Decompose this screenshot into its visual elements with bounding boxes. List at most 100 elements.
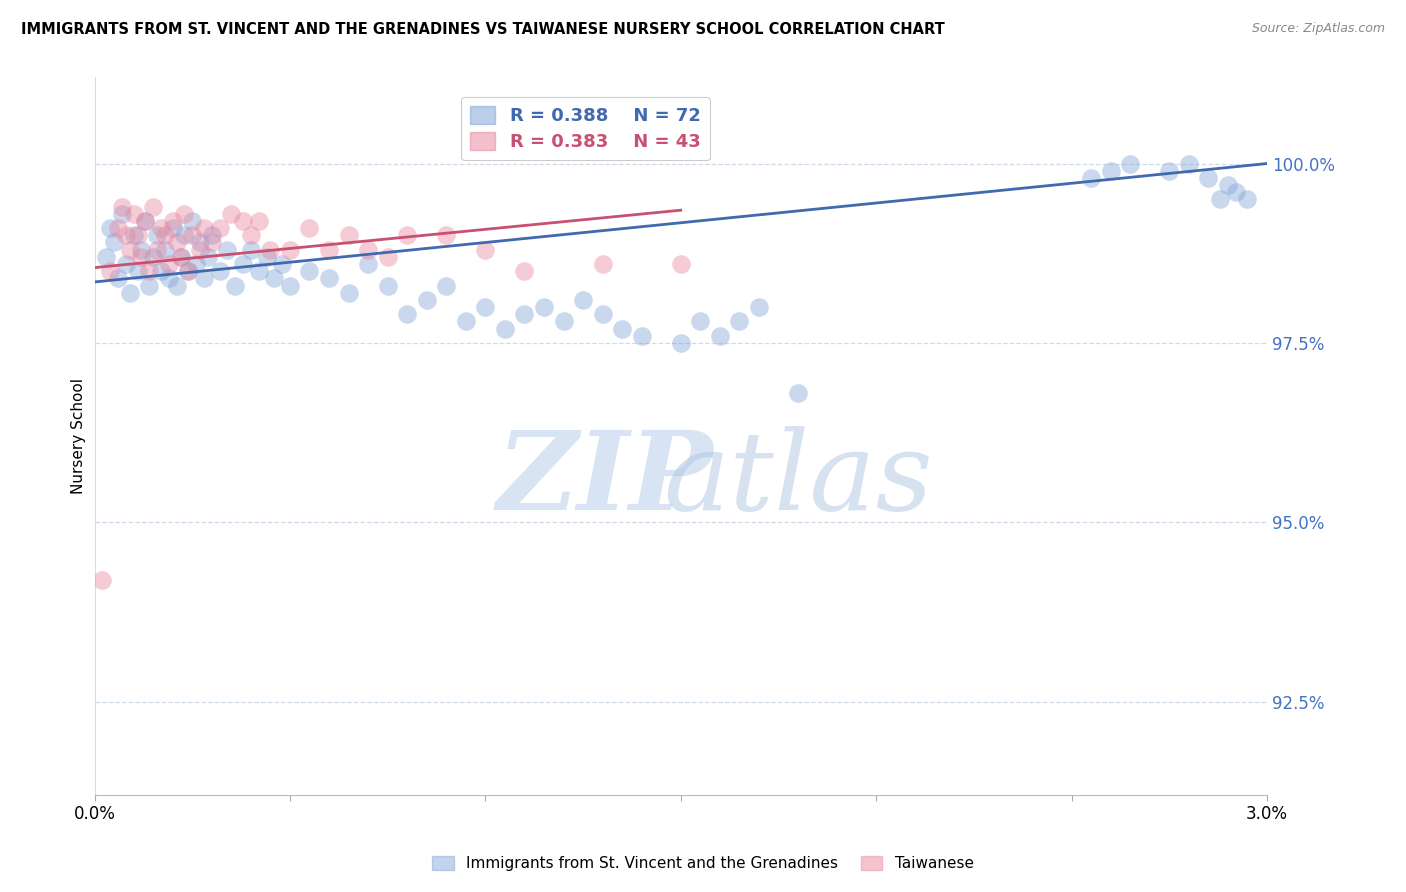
Point <box>166 278 188 293</box>
Point <box>188 235 211 250</box>
Point <box>553 314 575 328</box>
Point <box>669 257 692 271</box>
Point <box>150 264 173 278</box>
Point <box>169 250 191 264</box>
Point <box>533 300 555 314</box>
Point <box>118 285 141 300</box>
Point <box>748 300 770 314</box>
Point <box>396 228 419 243</box>
Point <box>153 228 176 243</box>
Point <box>166 235 188 250</box>
Point <box>474 300 496 314</box>
Point <box>513 307 536 321</box>
Point <box>298 221 321 235</box>
Point <box>131 250 153 264</box>
Point <box>177 264 200 278</box>
Text: Source: ZipAtlas.com: Source: ZipAtlas.com <box>1251 22 1385 36</box>
Text: atlas: atlas <box>664 425 932 533</box>
Point <box>197 250 219 264</box>
Point <box>396 307 419 321</box>
Point <box>201 235 224 250</box>
Point <box>98 264 121 278</box>
Point <box>201 228 224 243</box>
Point <box>122 228 145 243</box>
Point <box>357 243 380 257</box>
Point <box>111 207 134 221</box>
Point <box>513 264 536 278</box>
Point <box>169 250 191 264</box>
Point <box>709 328 731 343</box>
Point <box>114 257 136 271</box>
Point <box>150 221 173 235</box>
Point <box>96 250 118 264</box>
Point <box>111 200 134 214</box>
Point <box>103 235 125 250</box>
Point <box>669 335 692 350</box>
Point <box>173 228 195 243</box>
Y-axis label: Nursery School: Nursery School <box>72 378 86 494</box>
Point <box>689 314 711 328</box>
Point <box>337 228 360 243</box>
Point <box>377 278 399 293</box>
Point <box>107 221 129 235</box>
Point <box>494 321 516 335</box>
Point <box>1209 193 1232 207</box>
Point <box>434 228 457 243</box>
Point <box>318 243 340 257</box>
Point <box>146 228 169 243</box>
Point <box>217 243 239 257</box>
Point <box>146 243 169 257</box>
Point <box>208 264 231 278</box>
Point <box>134 214 156 228</box>
Point <box>434 278 457 293</box>
Point <box>416 293 439 307</box>
Point <box>592 257 614 271</box>
Point <box>787 386 810 401</box>
Point <box>1197 170 1219 185</box>
Point <box>177 264 200 278</box>
Point <box>1236 193 1258 207</box>
Point <box>162 221 184 235</box>
Point <box>232 257 254 271</box>
Point <box>1216 178 1239 192</box>
Point <box>186 257 208 271</box>
Point <box>592 307 614 321</box>
Point <box>454 314 477 328</box>
Point <box>142 200 165 214</box>
Point <box>138 278 160 293</box>
Point <box>298 264 321 278</box>
Point <box>193 271 215 285</box>
Point <box>221 207 243 221</box>
Point <box>572 293 595 307</box>
Point <box>173 207 195 221</box>
Legend: R = 0.388    N = 72, R = 0.383    N = 43: R = 0.388 N = 72, R = 0.383 N = 43 <box>461 97 710 161</box>
Point <box>271 257 294 271</box>
Point <box>630 328 652 343</box>
Text: ZIP: ZIP <box>496 425 713 533</box>
Point <box>357 257 380 271</box>
Point <box>224 278 246 293</box>
Point <box>247 214 270 228</box>
Point <box>181 214 204 228</box>
Point <box>157 257 180 271</box>
Point <box>337 285 360 300</box>
Point <box>181 228 204 243</box>
Point <box>134 214 156 228</box>
Point <box>1080 170 1102 185</box>
Point <box>114 228 136 243</box>
Point <box>232 214 254 228</box>
Point <box>278 243 301 257</box>
Point <box>1225 186 1247 200</box>
Text: IMMIGRANTS FROM ST. VINCENT AND THE GRENADINES VS TAIWANESE NURSERY SCHOOL CORRE: IMMIGRANTS FROM ST. VINCENT AND THE GREN… <box>21 22 945 37</box>
Point <box>1099 163 1122 178</box>
Point <box>377 250 399 264</box>
Point <box>138 264 160 278</box>
Point <box>263 271 285 285</box>
Point <box>157 271 180 285</box>
Point <box>118 243 141 257</box>
Point <box>318 271 340 285</box>
Point <box>98 221 121 235</box>
Point <box>208 221 231 235</box>
Point <box>127 228 149 243</box>
Point <box>1119 156 1142 170</box>
